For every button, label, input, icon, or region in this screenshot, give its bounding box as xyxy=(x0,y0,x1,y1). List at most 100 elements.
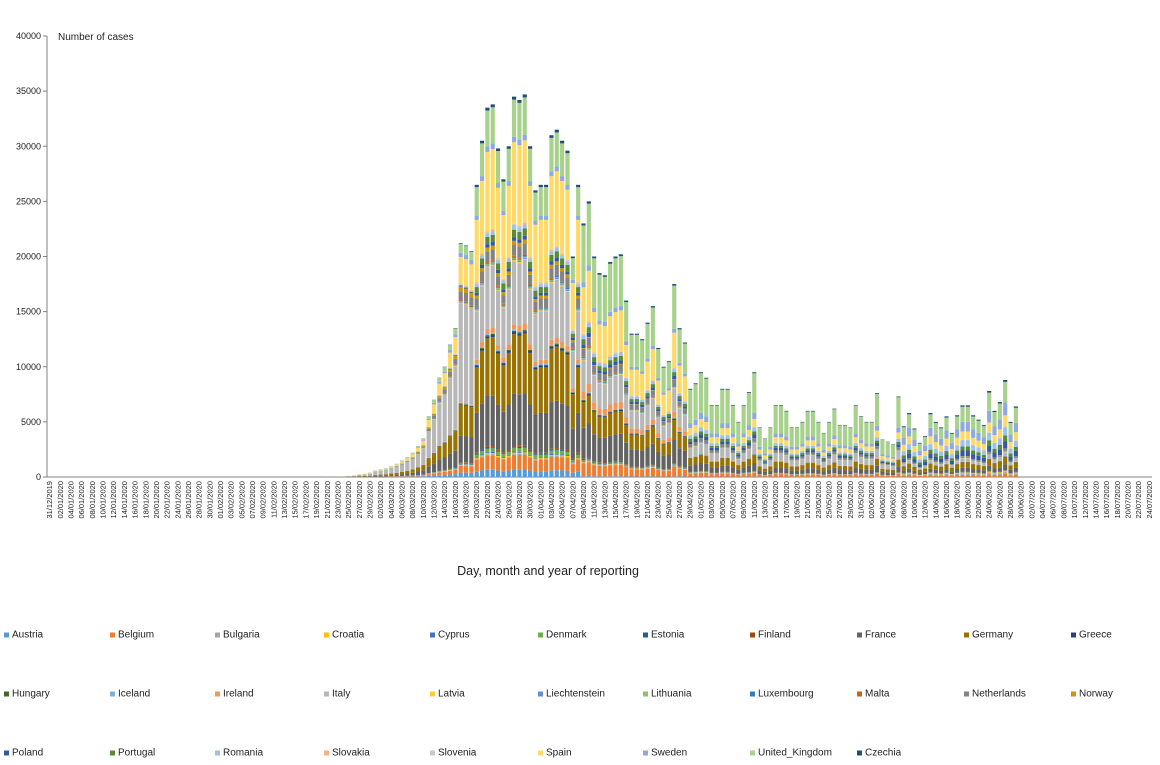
bar-segment-denmark xyxy=(592,462,597,464)
bar-segment-slovenia xyxy=(474,282,479,284)
bar-segment-romania xyxy=(458,284,463,286)
bar-segment-united-kingdom xyxy=(869,422,874,444)
bar-segment-sweden xyxy=(714,433,720,438)
bar-segment-united-kingdom xyxy=(955,416,960,430)
bar-segment-czechia xyxy=(608,262,613,264)
bar-segment-spain xyxy=(576,219,581,283)
bar-segment-portugal xyxy=(736,453,741,455)
bar-segment-spain xyxy=(378,469,383,471)
bar-segment-bulgaria xyxy=(549,456,554,458)
bar-segment-slovenia xyxy=(528,256,533,258)
bar-segment-czechia xyxy=(987,391,992,393)
bar-segment-france xyxy=(939,470,944,474)
x-tick-label: 25/05/2020 xyxy=(825,481,834,519)
bar-segment-belgium xyxy=(762,475,768,477)
bar-segment-ireland xyxy=(495,345,501,350)
bar-segment-germany xyxy=(907,463,912,469)
bar-segment-italy xyxy=(853,453,858,461)
bar-segment-austria xyxy=(592,476,597,477)
bar-segment-france xyxy=(560,403,565,450)
bar-segment-sweden xyxy=(821,450,826,453)
bar-segment-netherlands xyxy=(682,409,687,414)
bar-segment-czechia xyxy=(554,129,559,133)
bar-segment-portugal xyxy=(682,403,687,407)
bar-segment-spain xyxy=(714,437,720,443)
bar-segment-netherlands xyxy=(981,461,986,463)
bar-segment-croatia xyxy=(512,452,517,454)
bar-segment-croatia xyxy=(501,457,506,459)
x-tick-label: 04/06/2020 xyxy=(878,481,887,519)
legend-label: Greece xyxy=(1079,630,1112,641)
bar-segment-germany xyxy=(458,404,463,436)
bar-segment-iceland xyxy=(469,405,474,406)
bar-segment-sweden xyxy=(960,421,965,432)
bar-segment-iceland xyxy=(672,417,677,419)
bar-segment-bulgaria xyxy=(613,464,618,466)
bar-segment-malta xyxy=(501,303,506,305)
bar-segment-estonia xyxy=(602,463,607,464)
bar-segment-slovenia xyxy=(597,361,602,363)
bar-segment-bulgaria xyxy=(650,467,655,468)
bar-segment-croatia xyxy=(586,460,591,462)
legend-swatch xyxy=(430,750,435,756)
legend-item: Czechia xyxy=(857,748,902,759)
bar-segment-czechia xyxy=(858,416,864,417)
bar-segment-sweden xyxy=(592,307,597,313)
bar-segment-greece xyxy=(608,412,613,414)
bar-segment-united-kingdom xyxy=(704,378,709,417)
x-tick-label: 19/02/2020 xyxy=(312,481,321,519)
bar-segment-slovakia xyxy=(512,224,517,227)
bar-segment-greece xyxy=(650,425,655,427)
bar-segment-italy xyxy=(549,283,554,340)
bar-segment-belgium xyxy=(816,474,821,477)
bar-segment-hungary xyxy=(613,410,618,411)
bar-segment-italy xyxy=(512,261,517,325)
x-tick-label: 27/05/2020 xyxy=(835,481,844,519)
bar-segment-finland xyxy=(565,449,570,451)
bar-segment-greece xyxy=(560,348,565,351)
bar-segment-netherlands xyxy=(554,264,559,275)
bar-segment-finland xyxy=(501,452,506,454)
bar-segment-france xyxy=(794,470,800,475)
bar-segment-liechtenstein xyxy=(517,260,522,263)
bar-segment-bulgaria xyxy=(469,465,474,467)
bar-segment-latvia xyxy=(479,285,485,287)
bar-segment-sweden xyxy=(789,446,794,450)
bar-segment-poland xyxy=(976,455,981,461)
bar-segment-belgium xyxy=(896,473,901,477)
x-tick-label: 08/07/2020 xyxy=(1059,481,1068,519)
bar-segment-italy xyxy=(602,384,607,409)
bar-segment-denmark xyxy=(549,450,554,455)
bar-segment-greece xyxy=(677,432,682,433)
bar-segment-slovenia xyxy=(517,226,522,228)
bar-segment-denmark xyxy=(501,454,506,457)
bar-segment-united-kingdom xyxy=(672,285,677,329)
bar-segment-netherlands xyxy=(741,450,746,453)
bar-segment-poland xyxy=(923,461,928,466)
bar-segment-portugal xyxy=(693,436,698,439)
bar-segment-finland xyxy=(672,463,677,464)
bar-segment-czechia xyxy=(917,442,922,444)
bar-segment-italy xyxy=(533,314,538,362)
bar-segment-france xyxy=(810,468,816,474)
bar-segment-latvia xyxy=(469,308,474,310)
bar-segment-france xyxy=(442,457,447,470)
bar-segment-italy xyxy=(1013,458,1018,462)
bar-segment-denmark xyxy=(522,447,527,452)
bar-segment-croatia xyxy=(554,454,559,456)
bar-segment-croatia xyxy=(987,471,992,473)
bar-segment-belgium xyxy=(693,473,698,477)
bar-segment-greece xyxy=(490,334,495,338)
bar-segment-spain xyxy=(762,455,768,459)
bar-segment-romania xyxy=(981,450,986,455)
bar-segment-denmark xyxy=(608,462,613,464)
bar-segment-greece xyxy=(479,348,485,351)
bar-segment-slovenia xyxy=(469,289,474,291)
bar-segment-liechtenstein xyxy=(469,307,474,309)
bar-segment-malta xyxy=(592,372,597,374)
bar-segment-italy xyxy=(570,351,575,389)
bar-segment-poland xyxy=(987,445,992,452)
bar-segment-italy xyxy=(373,472,378,475)
bar-segment-france xyxy=(880,471,885,475)
bar-segment-united-kingdom xyxy=(891,444,896,457)
